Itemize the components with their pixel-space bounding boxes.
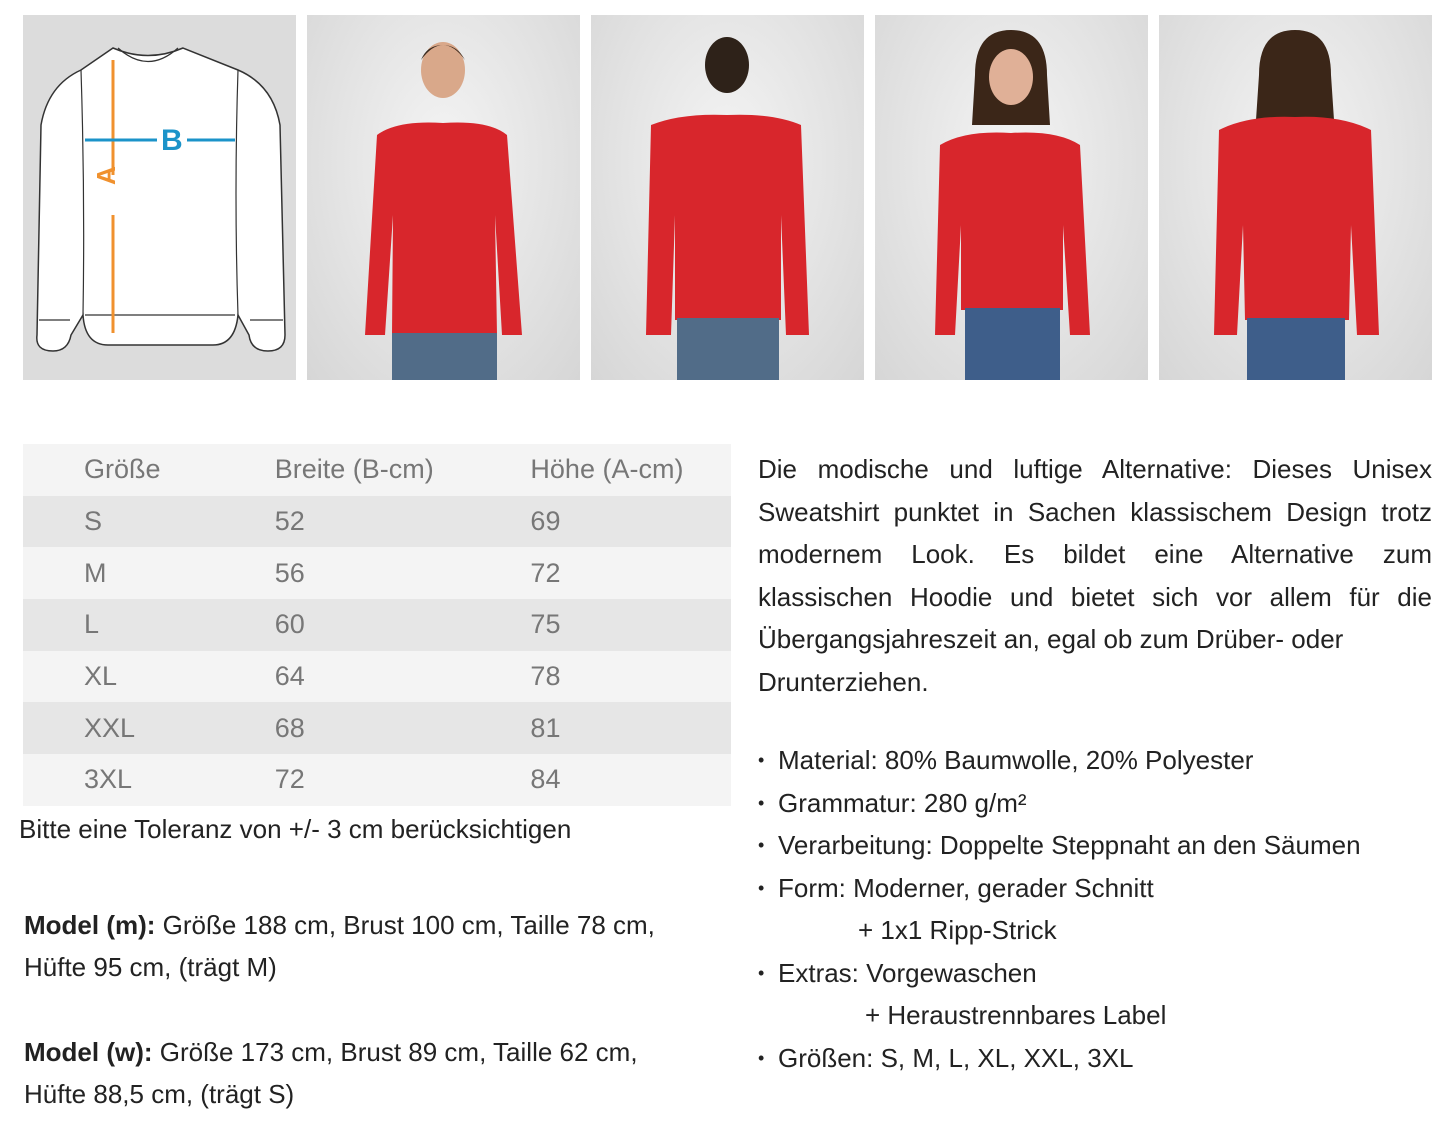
bullet-icon: •: [758, 835, 765, 855]
cell-width: 64: [274, 661, 305, 692]
cell-height: 81: [530, 712, 561, 743]
tolerance-note: Bitte eine Toleranz von +/- 3 cm berücks…: [19, 814, 572, 844]
feature-list: • Material: 80% Baumwolle, 20% Polyester …: [758, 739, 1361, 1079]
feature-form: • Form: Moderner, gerader Schnitt: [758, 867, 1361, 910]
feature-weight: • Grammatur: 280 g/m²: [758, 782, 1361, 825]
label-a: A: [91, 166, 121, 185]
model-measurements: Größe 188 cm, Brust 100 cm, Taille 78 cm…: [155, 910, 655, 940]
cell-width: 60: [274, 609, 305, 640]
table-row: S 52 69: [23, 495, 731, 548]
feature-processing: • Verarbeitung: Doppelte Steppnaht an den…: [758, 824, 1361, 867]
cell-size: XXL: [84, 712, 136, 743]
cell-width: 72: [274, 764, 305, 795]
model-female-info: Model (w): Größe 173 cm, Brust 89 cm, Ta…: [24, 1031, 724, 1115]
product-description: Die modische und luftige Alternative: Di…: [758, 448, 1432, 703]
size-diagram: A B: [23, 15, 296, 380]
photo-female-back: [1159, 15, 1432, 380]
feature-text: Grammatur: 280 g/m²: [778, 787, 1027, 818]
cell-size: M: [84, 557, 107, 588]
model-measurements-cont: Hüfte 95 cm, (trägt M): [24, 952, 277, 982]
cell-size: L: [84, 609, 100, 640]
table-header-row: Größe Breite (B-cm) Höhe (A-cm): [23, 444, 731, 496]
feature-text: Extras: Vorgewaschen: [778, 957, 1037, 988]
model-male-info: Model (m): Größe 188 cm, Brust 100 cm, T…: [24, 904, 724, 988]
feature-extras-cont: + Heraustrennbares Label: [865, 1000, 1167, 1030]
cell-height: 72: [530, 557, 561, 588]
feature-text: Form: Moderner, gerader Schnitt: [778, 872, 1154, 903]
description-end: Drunterziehen.: [758, 666, 929, 697]
table-row: M 56 72: [23, 547, 731, 600]
photo-male-back: [591, 15, 864, 380]
cell-size: XL: [84, 661, 118, 692]
model-label: Model (m):: [24, 910, 156, 940]
model-measurements-cont: Hüfte 88,5 cm, (trägt S): [24, 1079, 295, 1109]
feature-material: • Material: 80% Baumwolle, 20% Polyester: [758, 739, 1361, 782]
header-height: Höhe (A-cm): [530, 454, 684, 485]
bullet-icon: •: [758, 877, 765, 898]
cell-height: 69: [530, 506, 561, 537]
sweatshirt-outline-icon: A B: [36, 47, 286, 352]
description-text: Die modische und luftige Alternative: Di…: [758, 454, 1432, 654]
table-row: 3XL 72 84: [23, 754, 731, 806]
feature-text: Verarbeitung: Doppelte Steppnaht an den …: [778, 830, 1361, 860]
cell-width: 52: [274, 506, 305, 537]
bullet-icon: •: [758, 792, 765, 813]
cell-size: S: [84, 506, 103, 537]
feature-form-cont: + 1x1 Ripp-Strick: [858, 915, 1057, 945]
model-label: Model (w):: [24, 1037, 153, 1067]
feature-text: Material: 80% Baumwolle, 20% Polyester: [778, 745, 1254, 775]
photo-male-front: [307, 15, 580, 380]
label-b: B: [161, 124, 183, 157]
feature-sizes: • Größen: S, M, L, XL, XXL, 3XL: [758, 1037, 1361, 1080]
feature-text: Größen: S, M, L, XL, XXL, 3XL: [778, 1042, 1134, 1073]
cell-width: 68: [274, 712, 305, 743]
header-width: Breite (B-cm): [274, 454, 434, 485]
feature-extras: • Extras: Vorgewaschen: [758, 952, 1361, 995]
header-size: Größe: [84, 454, 161, 485]
cell-size: 3XL: [84, 764, 133, 795]
cell-width: 56: [274, 557, 305, 588]
table-row: XXL 68 81: [23, 702, 731, 755]
cell-height: 75: [530, 609, 561, 640]
size-table: Größe Breite (B-cm) Höhe (A-cm) S 52 69 M 5…: [23, 444, 731, 806]
bullet-icon: •: [758, 750, 765, 770]
photo-female-front: [875, 15, 1148, 380]
bullet-icon: •: [758, 962, 765, 983]
cell-height: 84: [530, 764, 561, 795]
cell-height: 78: [530, 661, 561, 692]
model-measurements: Größe 173 cm, Brust 89 cm, Taille 62 cm,: [152, 1037, 638, 1067]
table-row: XL 64 78: [23, 650, 731, 703]
table-row: L 60 75: [23, 599, 731, 651]
bullet-icon: •: [758, 1047, 765, 1068]
